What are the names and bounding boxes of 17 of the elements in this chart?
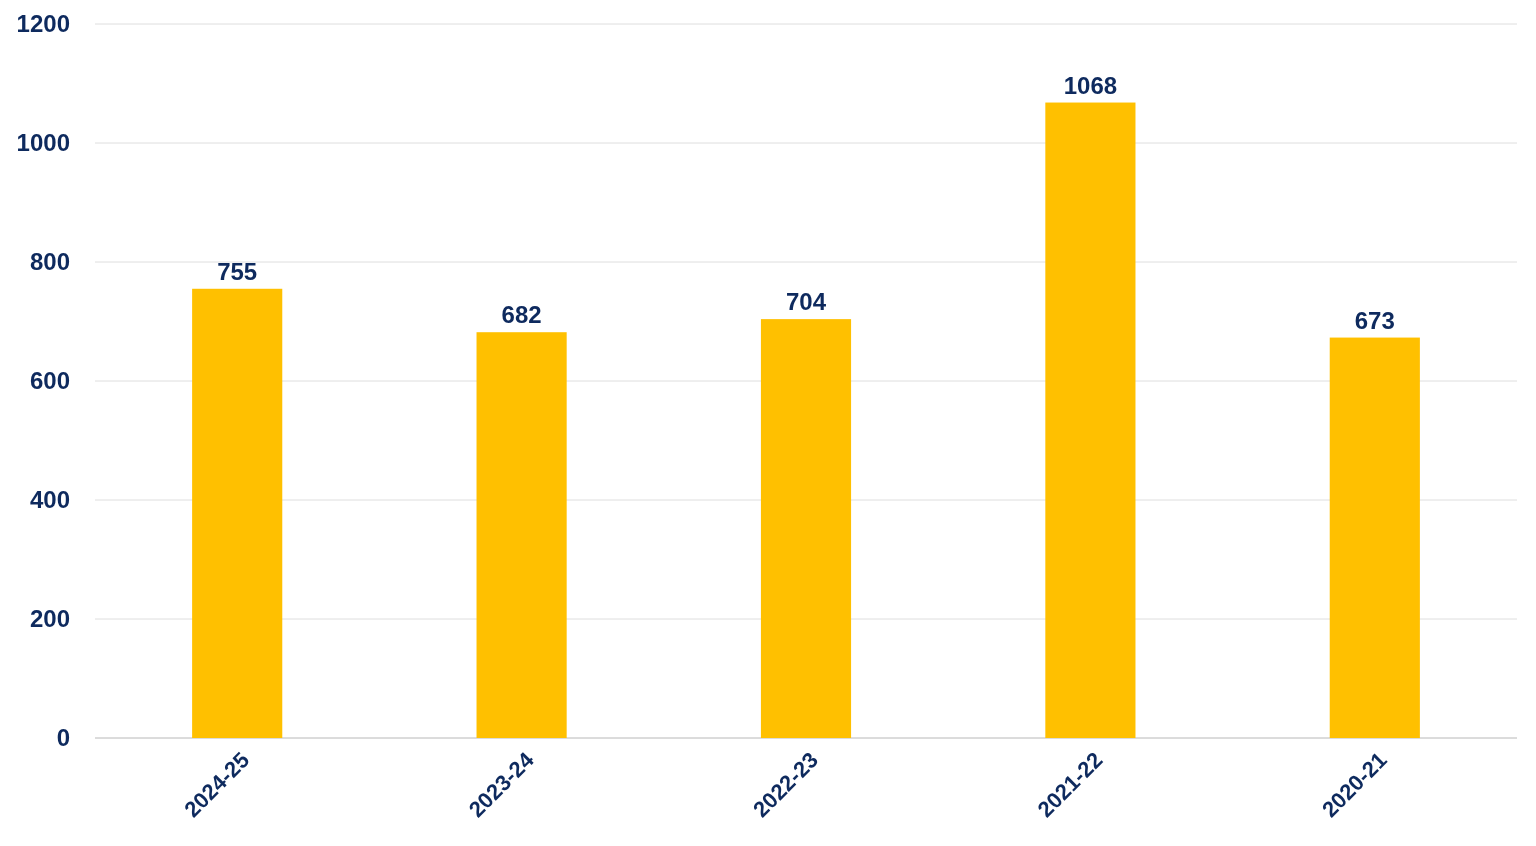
y-tick-label: 400 [29,486,70,514]
bar [1329,337,1420,738]
y-tick-label: 0 [56,724,70,752]
data-label: 755 [217,257,258,285]
bar [476,332,567,738]
bar [760,319,852,738]
data-label: 673 [1354,306,1395,334]
y-tick-label: 800 [29,248,70,276]
y-tick-label: 600 [29,367,70,395]
y-tick-label: 1000 [16,129,70,157]
data-label: 682 [501,301,542,329]
bar [192,288,283,738]
data-label: 704 [785,288,827,316]
data-label: 1068 [1063,71,1118,99]
bar [1045,102,1136,738]
y-tick-label: 1200 [16,10,70,38]
y-tick-label: 200 [29,605,70,633]
